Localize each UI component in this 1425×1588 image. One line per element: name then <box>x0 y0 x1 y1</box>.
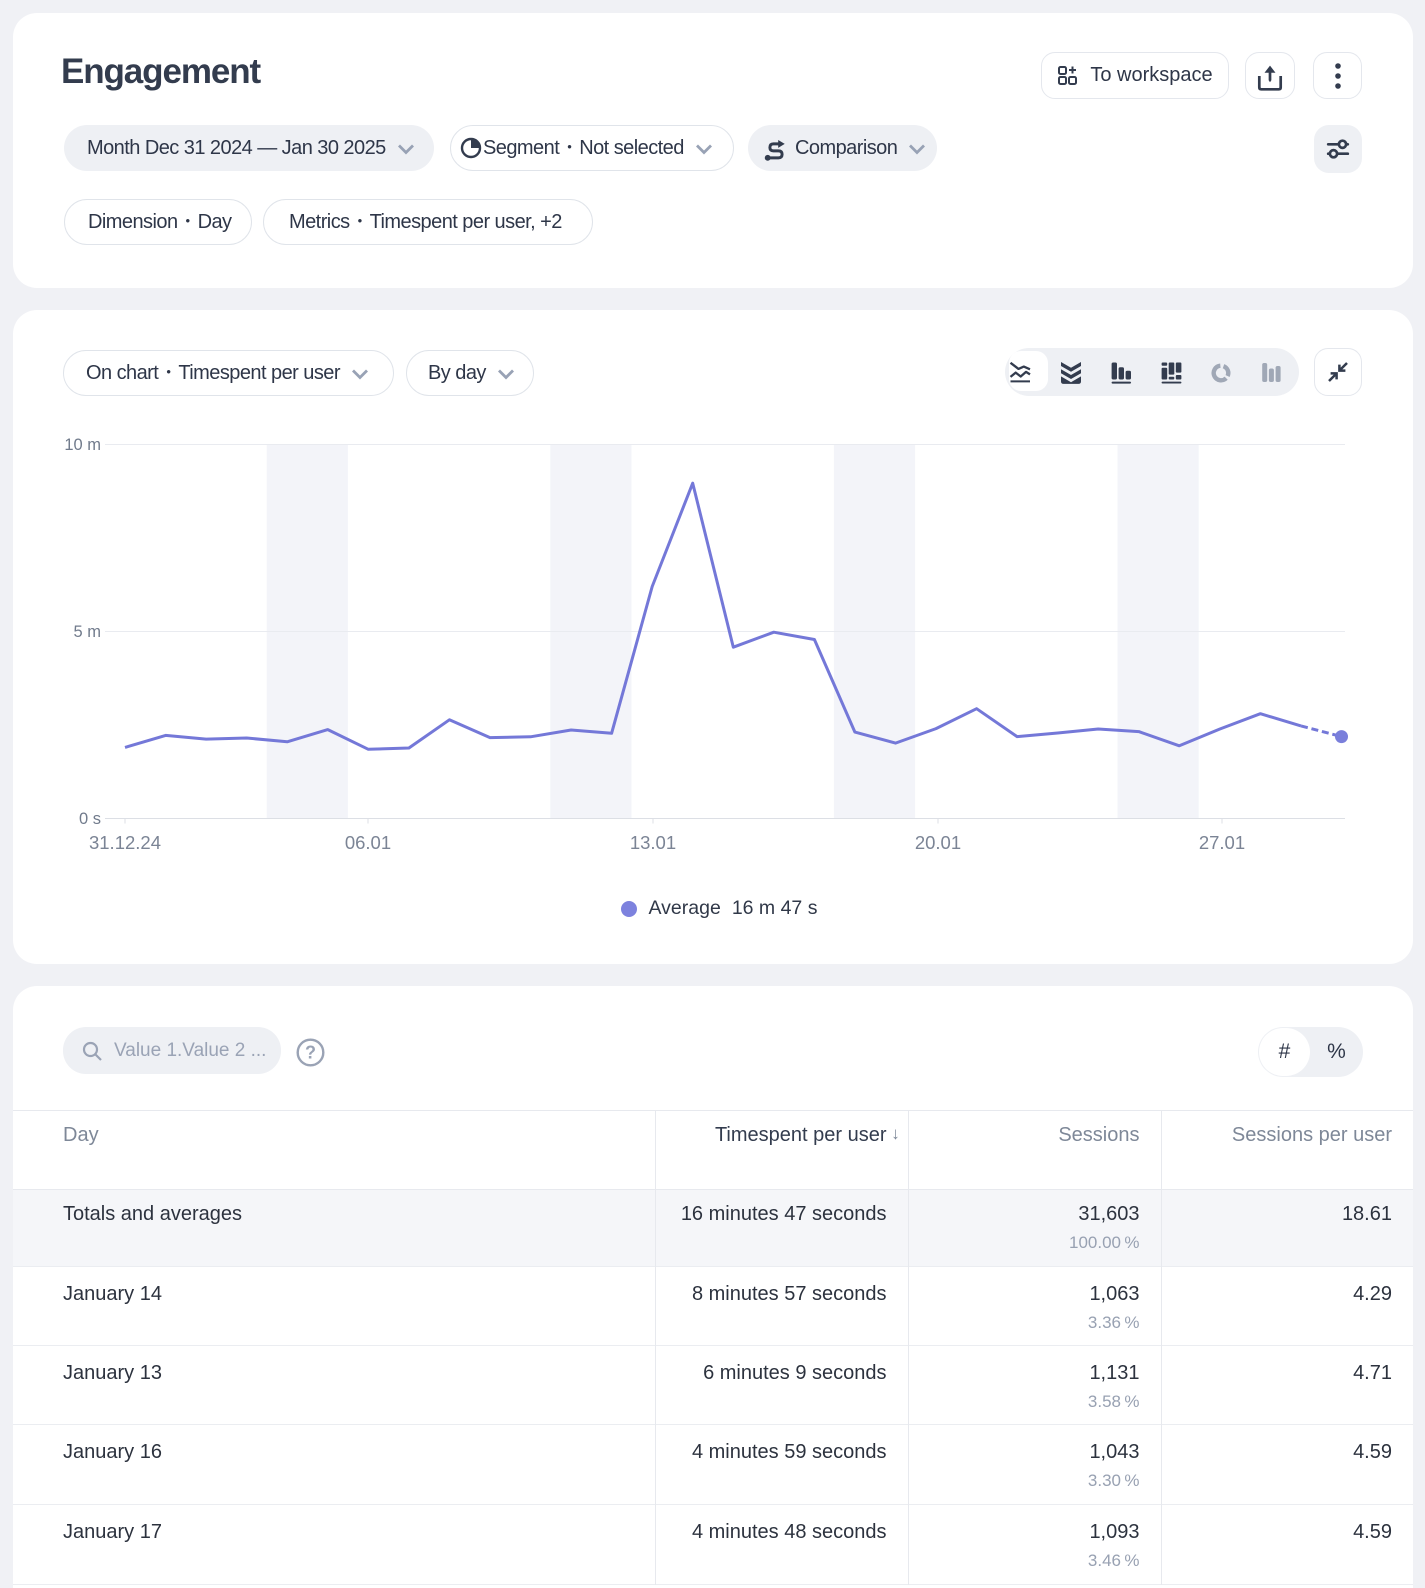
svg-text:0 s: 0 s <box>79 810 101 828</box>
svg-text:13.01: 13.01 <box>630 832 676 853</box>
svg-text:06.01: 06.01 <box>345 832 391 853</box>
svg-text:5 m: 5 m <box>73 623 101 641</box>
svg-text:27.01: 27.01 <box>1199 832 1245 853</box>
svg-text:20.01: 20.01 <box>915 832 961 853</box>
svg-text:10 m: 10 m <box>64 436 101 454</box>
svg-text:?: ? <box>305 1043 316 1063</box>
svg-text:31.12.24: 31.12.24 <box>89 832 161 853</box>
